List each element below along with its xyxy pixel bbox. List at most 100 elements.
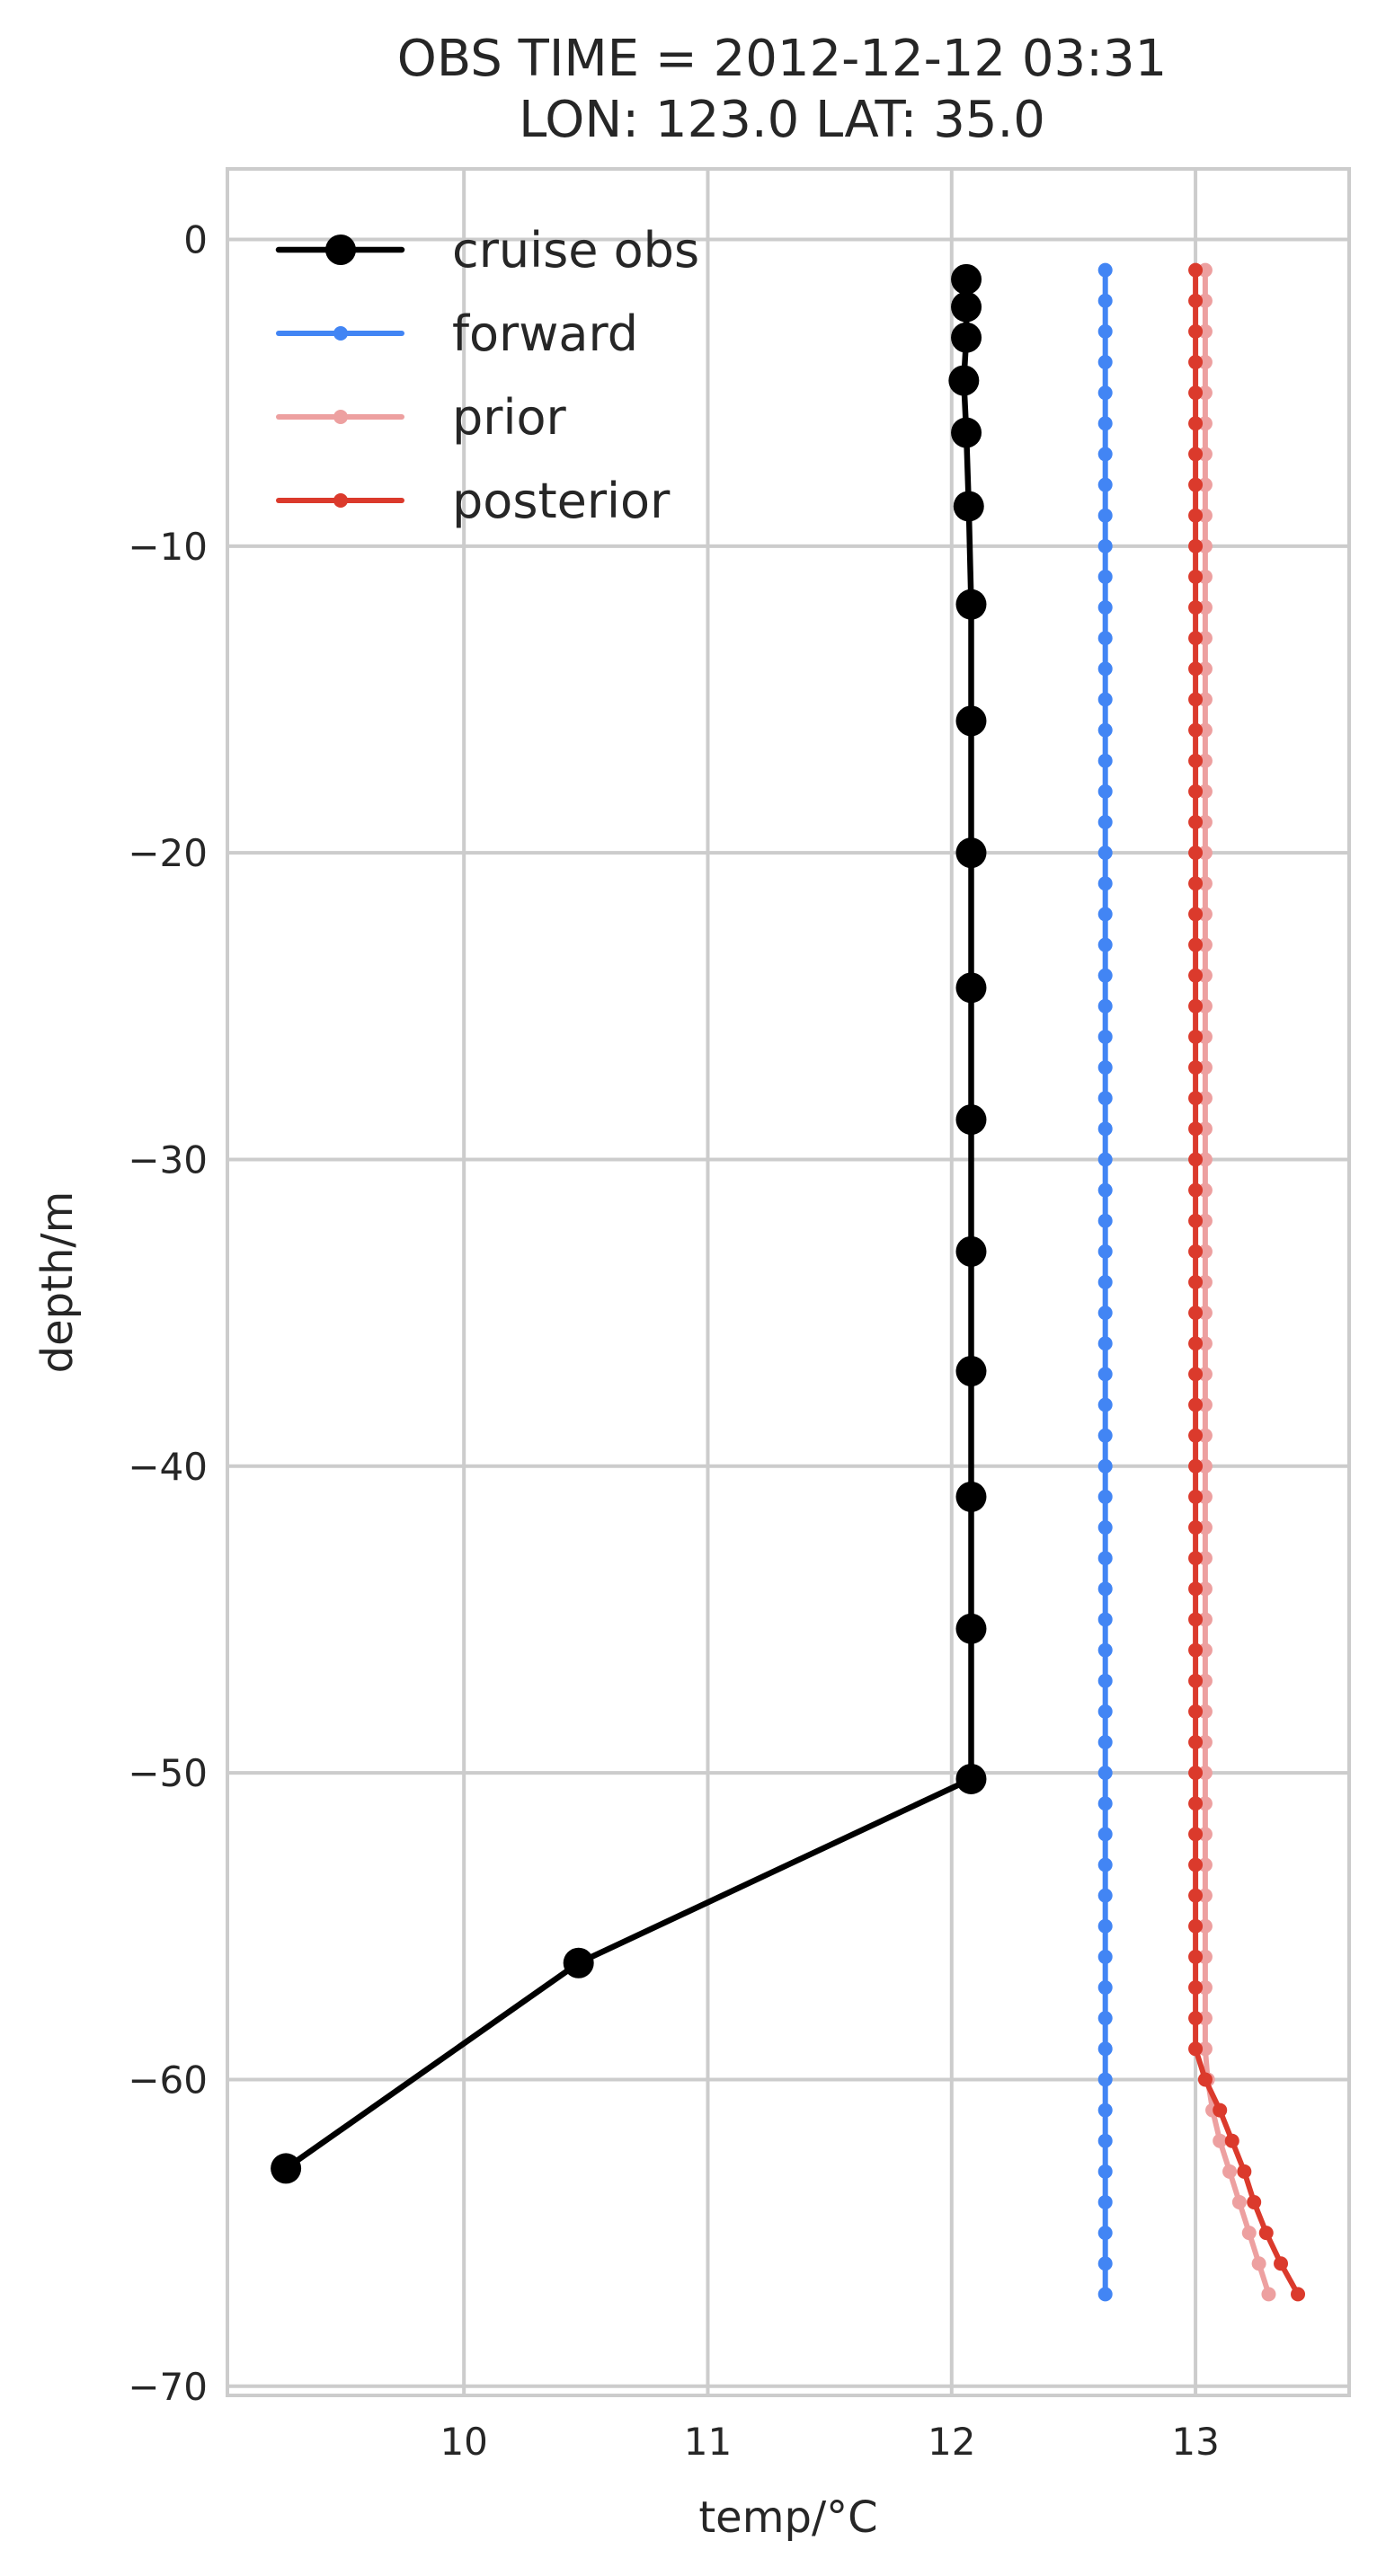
series-posterior	[1188, 262, 1306, 2302]
data-point	[1188, 569, 1204, 584]
chart-title-line-1: OBS TIME = 2012-12-12 03:31	[397, 30, 1167, 88]
data-point	[1097, 569, 1113, 584]
data-point	[1097, 661, 1113, 677]
y-tick-label: −10	[128, 525, 208, 569]
data-point	[1188, 1458, 1204, 1474]
data-point	[1097, 1336, 1113, 1351]
data-point	[1241, 2226, 1257, 2241]
legend-entry: posterior	[276, 473, 671, 529]
data-point	[1097, 1827, 1113, 1842]
data-point	[1097, 1121, 1113, 1137]
data-point	[1097, 1581, 1113, 1597]
data-point	[1097, 2194, 1113, 2209]
data-point	[955, 1481, 987, 1512]
data-point	[1097, 1520, 1113, 1536]
data-point	[1188, 262, 1204, 278]
data-point	[1188, 1766, 1204, 1781]
legend-marker	[333, 326, 348, 341]
data-point	[1097, 447, 1113, 462]
data-point	[1188, 1397, 1204, 1412]
legend-marker	[333, 493, 348, 508]
tick-labels: 10 11 12 13 0 −10 −20 −30 −40 −50 −60 −70	[128, 218, 1219, 2464]
data-point	[1258, 2226, 1274, 2241]
data-point	[1237, 2164, 1252, 2179]
data-point	[1097, 998, 1113, 1014]
series-forward	[1097, 262, 1113, 2302]
y-tick-label: −70	[128, 2365, 208, 2409]
data-point	[1188, 1642, 1204, 1658]
data-point	[1188, 1060, 1204, 1076]
data-point	[1188, 1888, 1204, 1903]
data-point	[1188, 1949, 1204, 1964]
data-point	[1097, 477, 1113, 492]
data-point	[1097, 783, 1113, 799]
x-tick-label: 11	[684, 2420, 732, 2464]
x-axis-label: temp/°C	[698, 2492, 877, 2543]
data-point	[1097, 262, 1113, 278]
legend-entry: prior	[276, 389, 567, 446]
data-point	[951, 322, 982, 353]
data-point	[1188, 477, 1204, 492]
data-point	[1247, 2194, 1262, 2209]
data-point	[1097, 845, 1113, 861]
data-point	[1097, 1980, 1113, 1996]
data-point	[1188, 692, 1204, 707]
legend-label: forward	[452, 305, 638, 362]
data-point	[1188, 815, 1204, 830]
data-point	[1097, 1551, 1113, 1566]
data-point	[1188, 1520, 1204, 1536]
data-point	[271, 2153, 302, 2184]
data-point	[1097, 2011, 1113, 2026]
data-point	[1188, 1857, 1204, 1872]
legend-label: posterior	[452, 473, 671, 529]
data-point	[1188, 1275, 1204, 1289]
data-point	[1188, 355, 1204, 370]
data-point	[1097, 1213, 1113, 1228]
y-axis-label: depth/m	[32, 1191, 83, 1374]
data-point	[1188, 323, 1204, 339]
data-point	[955, 837, 987, 869]
data-point	[1097, 2164, 1113, 2179]
data-point	[1188, 1213, 1204, 1228]
data-point	[1188, 1734, 1204, 1749]
data-point	[1188, 1551, 1204, 1566]
data-point	[1188, 1428, 1204, 1443]
data-point	[1188, 876, 1204, 891]
data-point	[1097, 385, 1113, 401]
data-point	[1261, 2287, 1276, 2302]
data-point	[1188, 1029, 1204, 1044]
data-point	[1097, 1397, 1113, 1412]
data-point	[1188, 631, 1204, 646]
data-point	[1097, 2102, 1113, 2118]
data-point	[1188, 1489, 1204, 1504]
y-tick-label: −60	[128, 2058, 208, 2102]
data-point	[1097, 1918, 1113, 1934]
chart-title-line-2: LON: 123.0 LAT: 35.0	[519, 91, 1045, 149]
data-point	[1097, 1275, 1113, 1289]
data-point	[1097, 1489, 1113, 1504]
data-point	[1188, 1673, 1204, 1688]
data-point	[953, 491, 984, 522]
data-point	[1188, 1306, 1204, 1321]
data-point	[1097, 1306, 1113, 1321]
data-point	[1097, 1182, 1113, 1198]
data-point	[1097, 1673, 1113, 1688]
data-point	[1188, 968, 1204, 983]
legend-entry: cruise obs	[275, 222, 699, 279]
data-point	[1097, 1734, 1113, 1749]
data-point	[1097, 1152, 1113, 1167]
data-point	[1097, 876, 1113, 891]
data-point	[1097, 631, 1113, 646]
data-point	[1097, 1458, 1113, 1474]
data-point	[1188, 753, 1204, 768]
data-point	[951, 263, 982, 295]
y-tick-label: −40	[128, 1445, 208, 1489]
data-point	[955, 1613, 987, 1644]
data-point	[1213, 2102, 1228, 2118]
data-point	[951, 417, 982, 448]
data-point	[955, 972, 987, 1004]
x-tick-label: 13	[1171, 2420, 1219, 2464]
data-point	[1188, 1581, 1204, 1597]
data-point	[1231, 2194, 1247, 2209]
